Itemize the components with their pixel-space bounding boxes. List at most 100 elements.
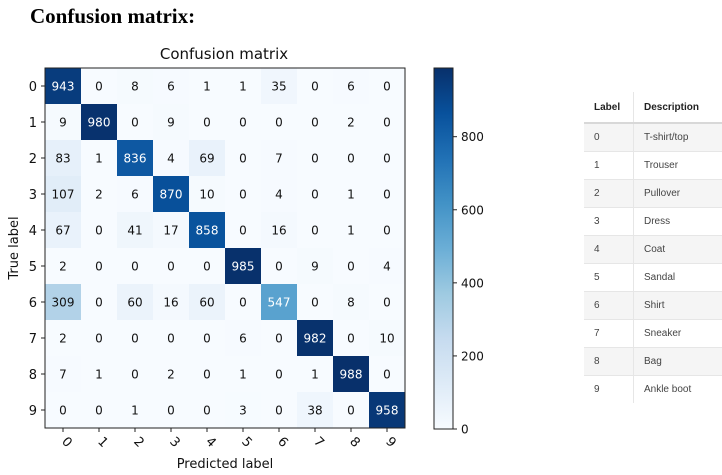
label-description-table: Label Description 0 T-shirt/top 1 Trouser … [584, 92, 722, 403]
cell-value-label: 0 [131, 368, 139, 382]
heatmap-cell [117, 140, 154, 177]
heatmap-cell [45, 392, 82, 429]
heatmap-cell [81, 392, 118, 429]
cell-value-label: 1 [203, 80, 211, 94]
heatmap-cell [81, 356, 118, 393]
description-cell: Pullover [632, 179, 722, 208]
description-cell: Trouser [632, 151, 722, 180]
table-header-row: Label Description [584, 92, 722, 124]
colorbar-tick-label: 0 [461, 423, 469, 437]
heatmap-cell [45, 176, 82, 213]
heatmap-cell [153, 248, 190, 285]
y-tick-label: 3 [29, 188, 37, 203]
heatmap-cell [45, 104, 82, 141]
cell-value-label: 7 [275, 152, 283, 166]
cell-value-label: 1 [311, 368, 319, 382]
cell-value-label: 0 [239, 152, 247, 166]
cell-value-label: 0 [131, 332, 139, 346]
cell-value-label: 69 [199, 152, 214, 166]
heatmap-cell [153, 104, 190, 141]
heatmap-cell [81, 68, 118, 105]
heatmap-cell [153, 68, 190, 105]
label-cell: 4 [584, 235, 634, 264]
heatmap-cell [261, 392, 298, 429]
description-cell: Ankle boot [632, 375, 722, 403]
heatmap-cell [45, 284, 82, 321]
cell-value-label: 0 [383, 188, 391, 202]
cell-value-label: 0 [383, 296, 391, 310]
chart-title: Confusion matrix [160, 45, 288, 63]
heatmap-cell [297, 392, 334, 429]
heatmap-cell [261, 320, 298, 357]
cell-value-label: 1 [131, 404, 139, 418]
heatmap-cell [297, 356, 334, 393]
table-row: 3 Dress [584, 207, 722, 236]
label-cell: 6 [584, 291, 634, 320]
heatmap-cell [189, 104, 226, 141]
cell-value-label: 0 [383, 224, 391, 238]
heatmap-cell [189, 320, 226, 357]
cell-value-label: 0 [275, 260, 283, 274]
heatmap-cell [261, 248, 298, 285]
table-row: 1 Trouser [584, 151, 722, 180]
heatmap-cell [333, 104, 370, 141]
table-row: 2 Pullover [584, 179, 722, 208]
description-cell: Bag [632, 347, 722, 376]
heatmap-cell [369, 248, 406, 285]
heatmap-cell [81, 140, 118, 177]
heatmap-cell [369, 356, 406, 393]
label-cell: 2 [584, 179, 634, 208]
description-cell: Dress [632, 207, 722, 236]
heatmap-cell [225, 356, 262, 393]
cell-value-label: 985 [232, 260, 255, 274]
cell-value-label: 2 [95, 188, 103, 202]
cell-value-label: 2 [59, 260, 67, 274]
cell-value-label: 0 [275, 404, 283, 418]
heatmap-cell [369, 176, 406, 213]
heatmap-cell [117, 284, 154, 321]
cell-value-label: 8 [347, 296, 355, 310]
heatmap-cell [225, 104, 262, 141]
cell-value-label: 6 [167, 80, 175, 94]
cell-value-label: 9 [311, 260, 319, 274]
cell-value-label: 0 [383, 116, 391, 130]
cell-value-label: 0 [275, 116, 283, 130]
heatmap-cell [333, 284, 370, 321]
cell-value-label: 6 [347, 80, 355, 94]
heatmap-cell [153, 176, 190, 213]
heatmap-cell [297, 104, 334, 141]
description-cell: Sandal [632, 263, 722, 292]
y-tick-label: 8 [29, 368, 37, 383]
y-tick-label: 6 [29, 296, 37, 311]
heatmap-cell [117, 356, 154, 393]
heatmap-cell [333, 248, 370, 285]
heatmap-cell [45, 68, 82, 105]
cell-value-label: 1 [239, 368, 247, 382]
cell-value-label: 0 [383, 80, 391, 94]
heatmap-cell [117, 176, 154, 213]
cell-value-label: 309 [52, 296, 75, 310]
cell-value-label: 0 [203, 260, 211, 274]
heatmap-cell [153, 392, 190, 429]
cell-value-label: 1 [95, 368, 103, 382]
cell-value-label: 1 [95, 152, 103, 166]
cell-value-label: 16 [163, 296, 178, 310]
heatmap-cell [153, 284, 190, 321]
colorbar-tick-label: 400 [461, 276, 484, 290]
x-tick-label: 6 [274, 434, 290, 450]
table-row: 0 T-shirt/top [584, 122, 722, 152]
cell-value-label: 0 [95, 80, 103, 94]
cell-value-label: 836 [124, 152, 147, 166]
heatmap-cell [81, 176, 118, 213]
description-cell: T-shirt/top [632, 122, 722, 152]
x-axis-label: Predicted label [177, 457, 274, 472]
cell-value-label: 4 [383, 260, 391, 274]
heatmap-cell [153, 212, 190, 249]
colorbar-tick-label: 200 [461, 349, 484, 363]
cell-value-label: 4 [167, 152, 175, 166]
heatmap-cell [189, 176, 226, 213]
cell-value-label: 41 [127, 224, 142, 238]
heatmap-cell [369, 320, 406, 357]
cell-value-label: 0 [167, 404, 175, 418]
heatmap-cell [225, 392, 262, 429]
